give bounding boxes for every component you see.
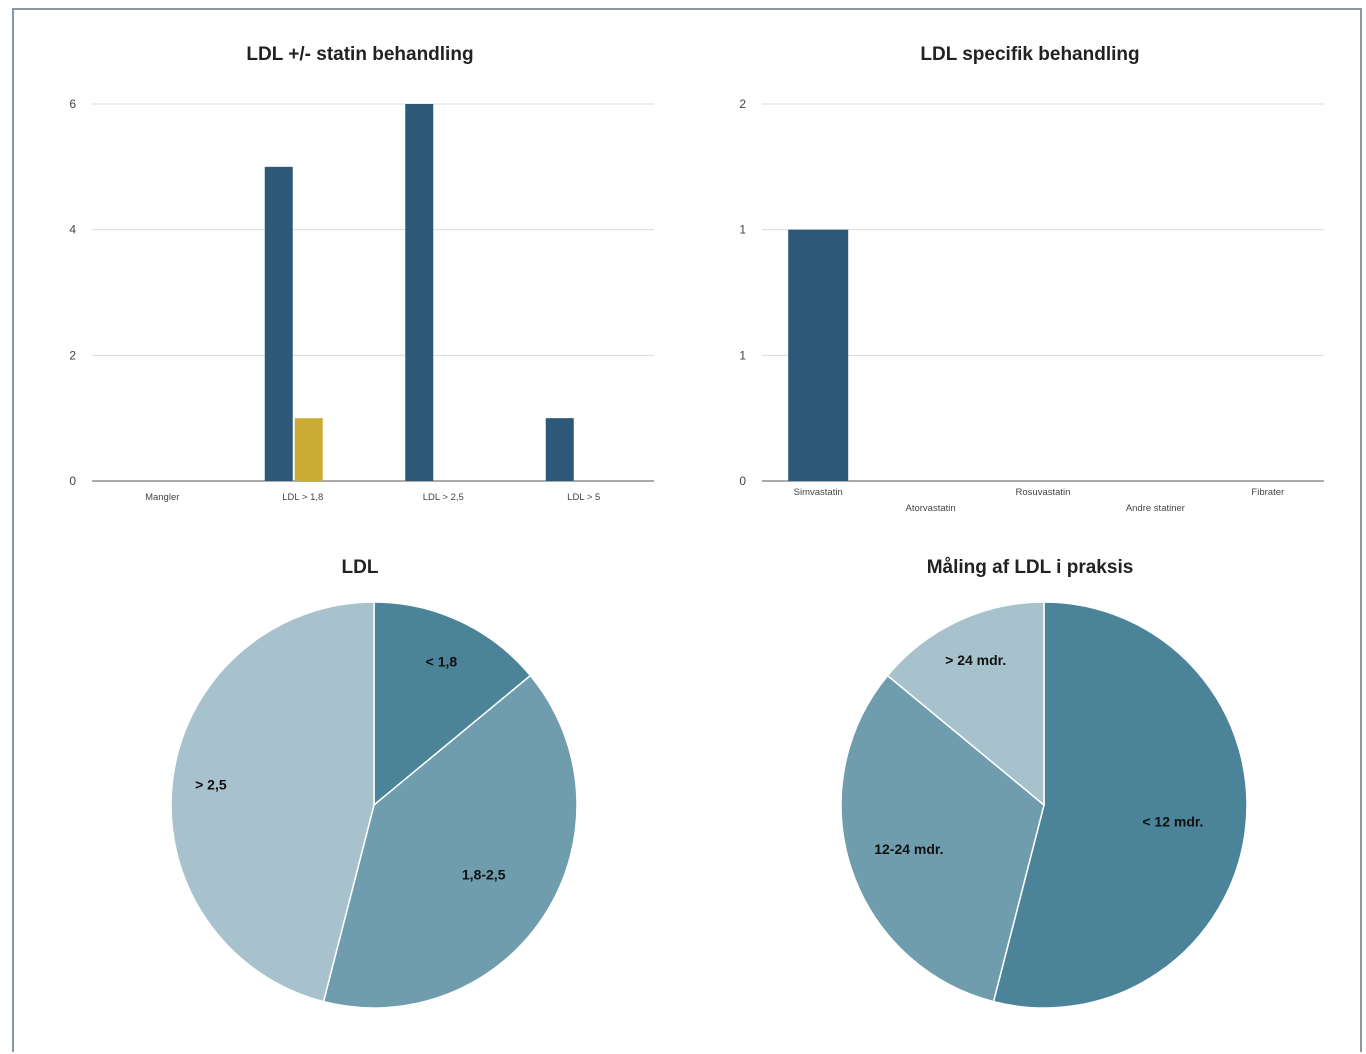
pie-slice-label: < 1,8 bbox=[426, 654, 458, 670]
x-category-label: Simvastatin bbox=[794, 487, 843, 498]
y-tick-label: 2 bbox=[739, 97, 746, 111]
chart-title: Måling af LDL i praksis bbox=[926, 557, 1134, 578]
x-category-label: Rosuvastatin bbox=[1016, 487, 1071, 498]
chart-title: LDL bbox=[341, 557, 379, 578]
y-tick-label: 6 bbox=[69, 97, 76, 111]
x-category-label: LDL > 5 bbox=[567, 492, 600, 503]
bar-chart-svg: 0 1 1 2 Simvastatin Atorvastatin Rosuvastatin A… bbox=[739, 97, 1324, 514]
pie-slice-label: 1,8-2,5 bbox=[462, 867, 506, 883]
pie-slice bbox=[992, 601, 1248, 1009]
pie-slice bbox=[322, 674, 578, 1009]
x-category-label: LDL > 1,8 bbox=[282, 492, 323, 503]
pie-slice bbox=[886, 601, 1045, 807]
x-category-label: Mangler bbox=[145, 492, 179, 503]
pie-slice-label: > 24 mdr. bbox=[945, 652, 1006, 668]
y-tick-label: 2 bbox=[69, 348, 76, 362]
pie-slice-label: 12-24 mdr. bbox=[874, 841, 943, 857]
pie-chart-ldl-maling: Måling af LDL i praksis < 12 mdr. 12-24 m… bbox=[710, 555, 1350, 1025]
pie-slice bbox=[373, 601, 532, 807]
chart-title: LDL +/- statin behandling bbox=[246, 44, 474, 65]
pie-slice bbox=[840, 674, 1045, 1003]
y-tick-label: 1 bbox=[739, 223, 746, 237]
chart-title: LDL specifik behandling bbox=[920, 44, 1140, 65]
pie-chart-svg: < 12 mdr. 12-24 mdr. > 24 mdr. bbox=[840, 601, 1248, 1009]
bar-chart-svg: 0 2 4 6 Mangler LDL > 1,8 LDL > 2,5 LDL > 5 bbox=[69, 97, 654, 503]
bar bbox=[294, 418, 323, 481]
dashboard-frame bbox=[12, 8, 1362, 1052]
pie-slice-label: > 2,5 bbox=[195, 776, 227, 792]
bar-chart-ldl-specifik: LDL specifik behandling 0 1 1 2 Simvastatin A… bbox=[710, 40, 1350, 520]
y-tick-label: 0 bbox=[739, 474, 746, 488]
y-tick-label: 1 bbox=[739, 348, 746, 362]
pie-slice-label: < 12 mdr. bbox=[1142, 813, 1203, 829]
y-tick-label: 4 bbox=[69, 223, 76, 237]
x-category-label: LDL > 2,5 bbox=[423, 492, 464, 503]
x-category-label: Andre statiner bbox=[1126, 503, 1185, 514]
bar bbox=[264, 166, 293, 481]
bar bbox=[545, 418, 574, 481]
bar bbox=[788, 229, 849, 481]
bar-chart-ldl-statin: LDL +/- statin behandling 0 2 4 6 Mangler LDL… bbox=[40, 40, 680, 520]
pie-chart-svg: < 1,8 1,8-2,5 > 2,5 bbox=[170, 601, 578, 1009]
y-tick-label: 0 bbox=[69, 474, 76, 488]
pie-slice bbox=[170, 601, 375, 1003]
x-category-label: Atorvastatin bbox=[906, 503, 956, 514]
bar bbox=[405, 104, 434, 481]
x-category-label: Fibrater bbox=[1251, 487, 1284, 498]
pie-chart-ldl: LDL < 1,8 1,8-2,5 > 2,5 bbox=[40, 555, 680, 1025]
